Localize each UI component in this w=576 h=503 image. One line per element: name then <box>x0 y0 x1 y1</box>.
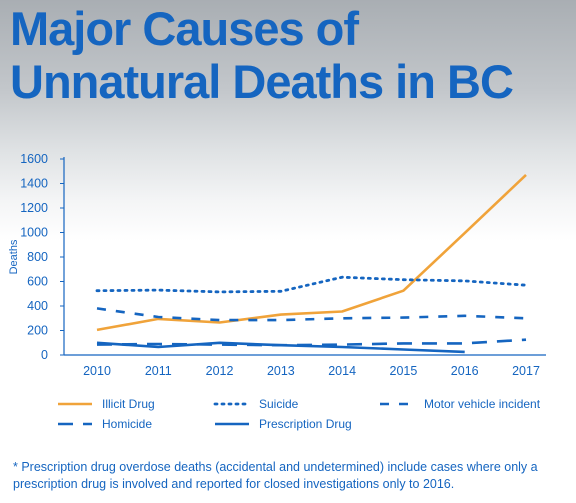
y-tick-label: 800 <box>27 250 48 264</box>
x-tick-label: 2011 <box>145 364 172 378</box>
y-axis-group: 0 200 400 600 800 1000 1200 1400 1600 Deaths <box>8 152 65 362</box>
series-line-prescription-drug <box>96 341 465 354</box>
y-tick-label: 1400 <box>20 177 48 191</box>
footnote: * Prescription drug overdose deaths (acc… <box>13 460 538 491</box>
x-tick-label: 2016 <box>451 364 479 378</box>
title-line-2: Unnatural Deaths in BC <box>10 55 514 108</box>
x-tick-label: 2012 <box>206 364 234 378</box>
series-group <box>95 173 528 354</box>
legend: Illicit Drug Suicide Motor vehicle inciden… <box>58 397 541 431</box>
series-line-motor-vehicle-incident <box>96 307 527 322</box>
legend-label: Suicide <box>259 397 299 411</box>
x-tick-label: 2015 <box>390 364 418 378</box>
y-tick-label: 0 <box>41 348 48 362</box>
legend-label: Homicide <box>102 417 152 431</box>
title-line-1: Major Causes of <box>10 2 359 55</box>
page-title: Major Causes of Unnatural Deaths in BC <box>10 2 570 108</box>
y-axis-title: Deaths <box>8 239 20 274</box>
x-tick-label: 2017 <box>512 364 540 378</box>
legend-label: Motor vehicle incident <box>424 397 541 411</box>
line-chart: 0 200 400 600 800 1000 1200 1400 1600 Deaths 2010… <box>8 152 546 431</box>
legend-label: Prescription Drug <box>259 417 352 431</box>
y-tick-label: 1000 <box>20 226 48 240</box>
y-tick-label: 600 <box>27 275 48 289</box>
series-line-suicide <box>95 275 528 294</box>
legend-label: Illicit Drug <box>102 397 155 411</box>
y-tick-label: 400 <box>27 299 48 313</box>
y-tick-label: 1200 <box>20 201 48 215</box>
series-line-illicit-drug <box>96 173 527 332</box>
x-tick-label: 2010 <box>83 364 111 378</box>
x-tick-label: 2013 <box>267 364 295 378</box>
series-line-homicide <box>96 338 527 347</box>
y-tick-label: 1600 <box>20 152 48 166</box>
x-axis-group: 2010 2011 2012 2013 2014 2015 2016 2017 <box>64 354 546 378</box>
x-tick-label: 2014 <box>328 364 356 378</box>
y-tick-label: 200 <box>27 324 48 338</box>
